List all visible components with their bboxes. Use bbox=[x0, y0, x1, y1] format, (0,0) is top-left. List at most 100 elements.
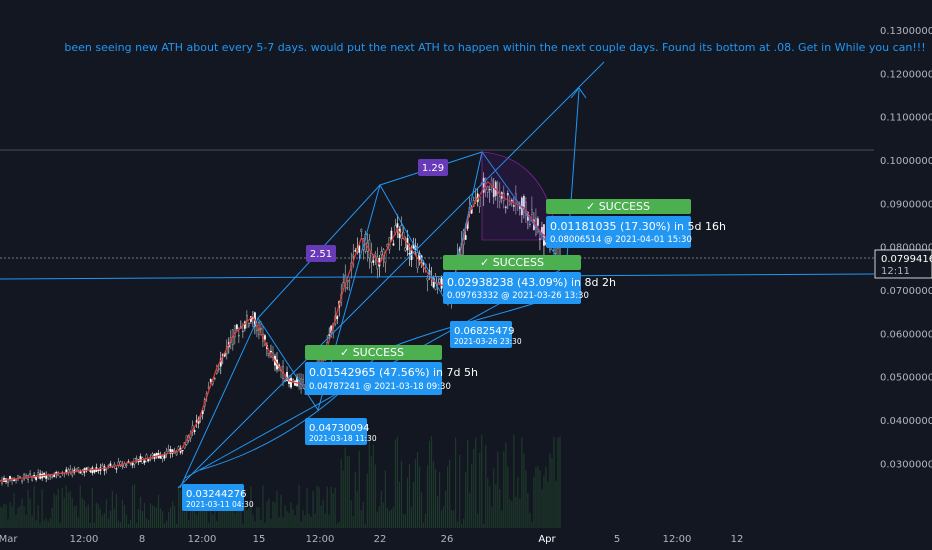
candle-body bbox=[247, 323, 250, 327]
measure-box-3[interactable]: 0.01181035 (17.30%) in 5d 16h 0.08006514… bbox=[546, 216, 726, 248]
volume-bar bbox=[204, 501, 206, 528]
ratio-badge-1[interactable]: 2.51 bbox=[306, 245, 336, 262]
volume-bar bbox=[3, 504, 5, 528]
volume-bar bbox=[388, 510, 390, 528]
volume-bar bbox=[77, 517, 79, 528]
volume-bar bbox=[23, 506, 25, 528]
volume-bar bbox=[71, 497, 73, 528]
volume-bar bbox=[555, 480, 557, 528]
volume-bar bbox=[473, 448, 475, 528]
x-tick-label: 12:00 bbox=[188, 534, 217, 545]
candle-body bbox=[87, 466, 90, 470]
volume-bar bbox=[230, 495, 232, 528]
volume-bar bbox=[93, 522, 95, 528]
volume-bar bbox=[1, 507, 3, 528]
volume-bar bbox=[170, 507, 172, 528]
volume-bar bbox=[252, 515, 254, 528]
low-3-time: 2021-03-26 23:30 bbox=[454, 337, 522, 346]
measure-box-2[interactable]: 0.02938238 (43.09%) in 8d 2h 0.09763332 … bbox=[443, 272, 616, 304]
candle-body bbox=[161, 456, 164, 460]
volume-bar bbox=[316, 485, 318, 528]
volume-bar bbox=[469, 493, 471, 528]
volume-bar bbox=[489, 486, 491, 528]
success-badge-3[interactable]: ✓ SUCCESS bbox=[546, 199, 691, 214]
candle-body bbox=[392, 243, 395, 246]
volume-bar bbox=[442, 506, 445, 528]
candle-body bbox=[553, 247, 555, 251]
candle-body bbox=[490, 179, 493, 188]
volume-bar bbox=[440, 510, 443, 528]
volume-bar bbox=[340, 459, 342, 528]
volume-bar bbox=[334, 487, 336, 528]
volume-bar bbox=[107, 518, 109, 528]
ratio-badge-2[interactable]: 1.29 bbox=[418, 159, 448, 176]
support-line[interactable] bbox=[0, 273, 875, 280]
candle-body bbox=[213, 377, 216, 380]
volume-bar bbox=[420, 492, 423, 528]
low-label-3[interactable]: 0.06825479 2021-03-26 23:30 bbox=[450, 321, 522, 348]
volume-bar bbox=[157, 494, 160, 528]
volume-bar bbox=[97, 504, 99, 528]
candle-body bbox=[268, 353, 270, 356]
measure-box-1[interactable]: 0.01542965 (47.56%) in 7d 5h 0.04787241 … bbox=[305, 362, 478, 395]
candle-body bbox=[264, 335, 266, 340]
candle-body bbox=[97, 469, 100, 472]
volume-bar bbox=[424, 513, 427, 528]
low-label-1[interactable]: 0.03244276 2021-03-11 04:30 bbox=[182, 484, 254, 511]
volume-bar bbox=[111, 490, 114, 528]
candle-body bbox=[29, 473, 32, 475]
volume-bar bbox=[541, 489, 543, 528]
volume-bar bbox=[81, 497, 83, 528]
volume-bar bbox=[523, 453, 525, 528]
volume-bar bbox=[13, 493, 15, 528]
success-badge-1[interactable]: ✓ SUCCESS bbox=[305, 345, 442, 360]
volume-bar bbox=[296, 504, 298, 528]
volume-bar bbox=[451, 509, 453, 528]
measure-3-sub: 0.08006514 @ 2021-04-01 15:30 bbox=[550, 235, 692, 245]
volume-bar bbox=[380, 491, 382, 528]
volume-bar bbox=[161, 511, 164, 528]
candle-body bbox=[348, 280, 351, 283]
volume-bar bbox=[63, 497, 65, 528]
candle-body bbox=[107, 465, 110, 467]
volume-bar bbox=[354, 471, 356, 528]
success-badge-2[interactable]: ✓ SUCCESS bbox=[443, 255, 581, 270]
candle-body bbox=[21, 480, 23, 482]
candle-body bbox=[149, 458, 152, 460]
volume-bar bbox=[250, 486, 252, 528]
volume-bar bbox=[147, 519, 150, 528]
volume-bar bbox=[155, 507, 158, 528]
check-icon: ✓ bbox=[586, 200, 599, 213]
time-axis[interactable]: Mar 12:00 8 12:00 15 12:00 22 26 Apr 5 12:00 12 bbox=[0, 534, 743, 545]
x-tick-label: 5 bbox=[614, 534, 620, 545]
candle-body bbox=[23, 474, 25, 480]
volume-bar bbox=[121, 499, 124, 528]
volume-bar bbox=[254, 521, 256, 528]
volume-bar bbox=[545, 466, 547, 528]
volume-bar bbox=[222, 502, 224, 528]
volume-bar bbox=[418, 466, 421, 528]
candle-body bbox=[19, 476, 21, 478]
volume-bar bbox=[364, 523, 366, 528]
measure-1-main: 0.01542965 (47.56%) in 7d 5h bbox=[309, 366, 478, 379]
candle-body bbox=[71, 472, 74, 476]
low-label-2[interactable]: 0.04730094 2021-03-18 11:30 bbox=[305, 418, 377, 445]
volume-bar bbox=[83, 500, 85, 528]
candle-body bbox=[121, 465, 124, 467]
volume-bar bbox=[163, 523, 166, 528]
volume-bar bbox=[332, 493, 334, 528]
candle-body bbox=[147, 459, 150, 462]
volume-bar bbox=[446, 466, 449, 528]
volume-bar bbox=[11, 506, 13, 528]
volume-bar bbox=[507, 466, 509, 528]
volume-bar bbox=[260, 520, 262, 528]
candle-body bbox=[109, 463, 112, 466]
volume-bar bbox=[210, 506, 212, 528]
volume-bar bbox=[7, 519, 9, 528]
candle-body bbox=[302, 379, 304, 383]
volume-bar bbox=[33, 485, 35, 528]
